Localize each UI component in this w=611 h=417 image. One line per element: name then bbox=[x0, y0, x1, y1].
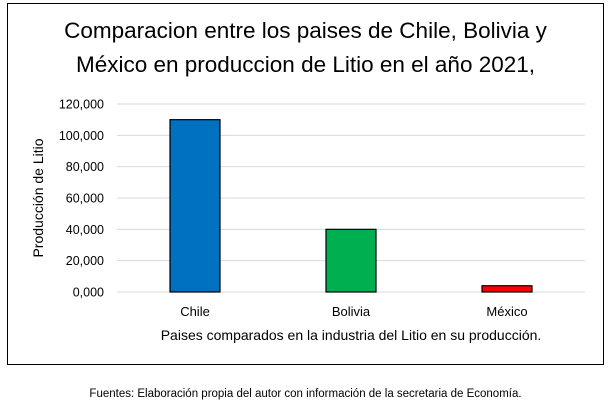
bar-chart: 0,000 20,000 40,000 60,000 80,000 100,000 120,… bbox=[30, 98, 585, 343]
chart-title: Comparacion entre los paises de Chile, B… bbox=[7, 14, 604, 82]
y-tick-label: 120,000 bbox=[59, 98, 104, 112]
bar-chile bbox=[169, 119, 221, 293]
y-axis-label: Producción de Litio bbox=[30, 138, 46, 257]
chart-frame bbox=[7, 3, 604, 365]
y-tick-label: 60,000 bbox=[66, 192, 104, 206]
y-tick-label: 0,000 bbox=[73, 286, 104, 300]
y-tick-label: 80,000 bbox=[66, 160, 104, 174]
x-axis-tick-labels: Chile Bolivia México bbox=[180, 304, 527, 319]
x-axis-label: Paises comparados en la industria del Li… bbox=[161, 327, 542, 343]
x-tick-label: México bbox=[486, 304, 527, 319]
y-tick-label: 100,000 bbox=[59, 129, 104, 143]
x-tick-label: Bolivia bbox=[332, 304, 371, 319]
y-axis-tick-labels: 0,000 20,000 40,000 60,000 80,000 100,000 120,… bbox=[59, 98, 104, 300]
bars bbox=[169, 119, 533, 293]
y-tick-label: 40,000 bbox=[66, 223, 104, 237]
chart-title-line-2: México en produccion de Litio en el año … bbox=[75, 52, 536, 77]
chart-title-line-1: Comparacion entre los paises de Chile, B… bbox=[64, 18, 547, 43]
source-note: Fuentes: Elaboración propia del autor co… bbox=[89, 388, 522, 400]
bar-mexico bbox=[481, 285, 533, 293]
bar-bolivia bbox=[325, 228, 377, 293]
x-tick-label: Chile bbox=[180, 304, 210, 319]
y-tick-label: 20,000 bbox=[66, 254, 104, 268]
